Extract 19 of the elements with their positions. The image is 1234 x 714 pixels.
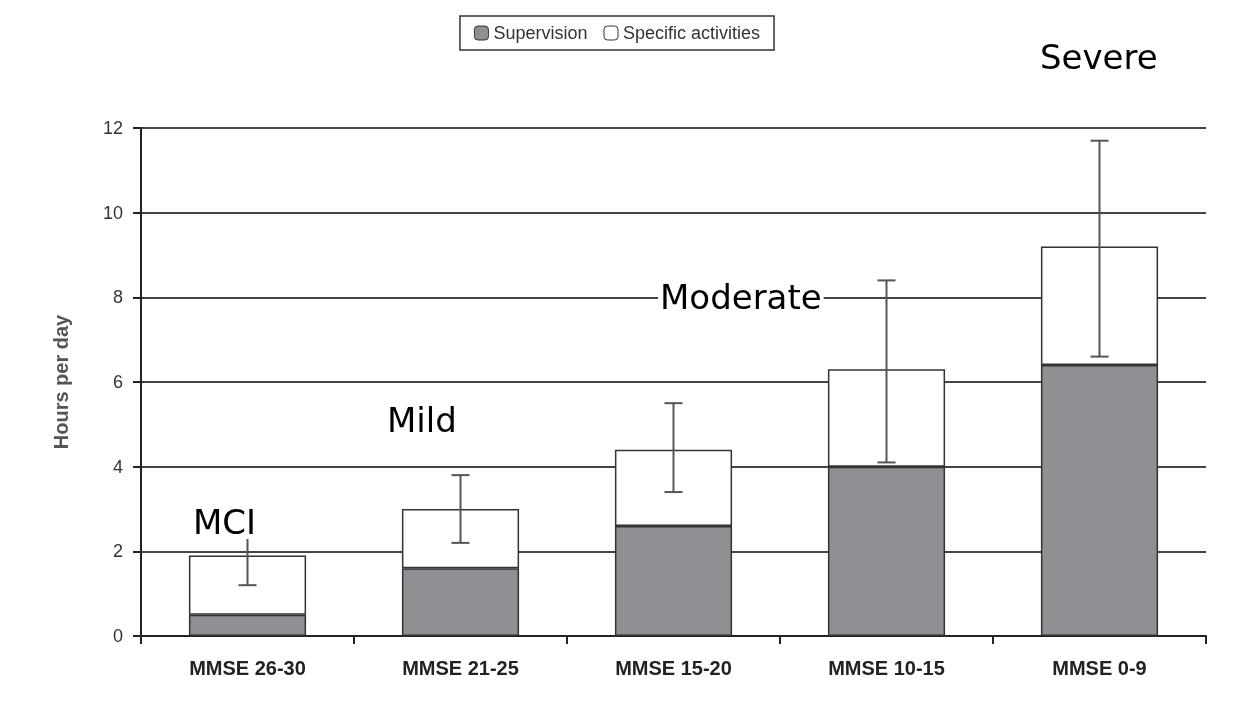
x-tick-label: MMSE 21-25 xyxy=(402,657,519,679)
annotation: Moderate xyxy=(660,277,822,317)
annotation: Mild xyxy=(387,400,457,440)
x-tick-label: MMSE 10-15 xyxy=(828,657,945,679)
y-axis-title: Hours per day xyxy=(50,313,72,450)
annotation: MCI xyxy=(193,502,257,542)
legend-label: Supervision xyxy=(493,23,588,43)
y-tick-label: 8 xyxy=(112,287,123,308)
x-tick-label: MMSE 15-20 xyxy=(615,657,732,679)
y-tick-label: 10 xyxy=(102,202,123,223)
y-tick-label: 12 xyxy=(102,118,123,138)
y-tick-label: 0 xyxy=(112,626,123,646)
y-tick-label: 4 xyxy=(112,456,123,477)
y-tick-label: 2 xyxy=(112,541,123,562)
x-tick-label: MMSE 0-9 xyxy=(1052,657,1147,679)
text: Severe xyxy=(1040,37,1158,77)
legend-label: Specific activities xyxy=(623,23,761,43)
y-tick-label: 6 xyxy=(112,372,123,392)
x-tick-label: MMSE 26-30 xyxy=(189,657,306,679)
